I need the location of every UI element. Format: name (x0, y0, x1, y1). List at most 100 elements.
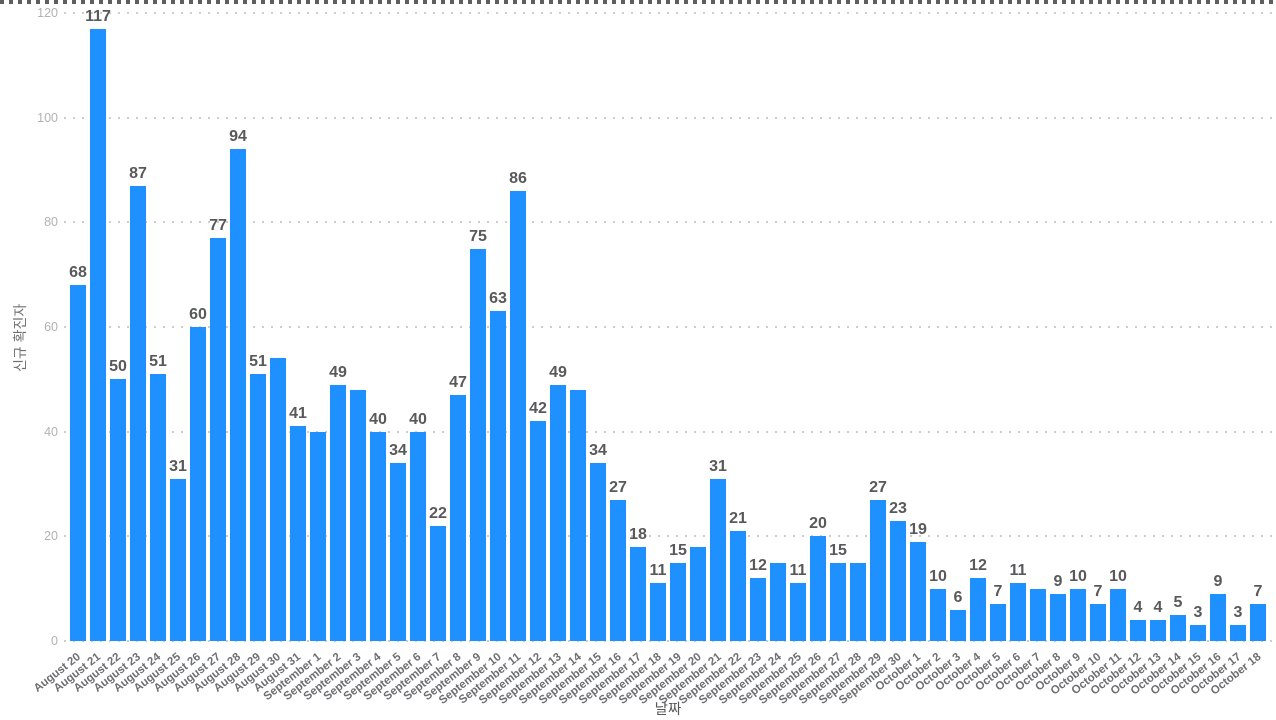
bar[interactable] (850, 562, 866, 641)
bar[interactable] (290, 426, 306, 641)
bar[interactable] (450, 395, 466, 641)
bar-value-label: 4 (1153, 599, 1163, 617)
bar[interactable] (1230, 625, 1246, 641)
bar[interactable] (310, 431, 326, 641)
bar[interactable] (1130, 620, 1146, 641)
bar-value-label: 75 (469, 227, 487, 245)
bar[interactable] (570, 389, 586, 641)
bar[interactable] (1050, 593, 1066, 641)
bar[interactable] (410, 431, 426, 641)
y-tick-label-0: 0 (51, 634, 58, 648)
bar[interactable] (1070, 588, 1086, 641)
bar[interactable] (1010, 583, 1026, 641)
bar-value-label: 5 (1173, 593, 1183, 611)
bar[interactable] (370, 431, 386, 641)
bar[interactable] (830, 562, 846, 641)
bar-value-label: 9 (1213, 572, 1223, 590)
bar[interactable] (430, 525, 446, 641)
bar[interactable] (930, 588, 946, 641)
bar-value-label: 7 (1253, 583, 1263, 601)
bar[interactable] (650, 583, 666, 641)
bar[interactable] (1170, 614, 1186, 641)
bar-slot: 94 August 28 (192, 13, 248, 695)
bar-value-label: 3 (1233, 604, 1243, 622)
bar[interactable] (590, 463, 606, 641)
bar[interactable] (330, 384, 346, 641)
bar[interactable] (550, 384, 566, 641)
bar-value-label: 49 (329, 363, 347, 381)
bar[interactable] (470, 248, 486, 641)
bar-slot: 117 August 21 (52, 8, 111, 695)
bar[interactable] (1150, 620, 1166, 641)
bar[interactable] (110, 379, 126, 641)
bar[interactable] (530, 421, 546, 641)
bar-slot: September 20 (637, 13, 708, 707)
bar[interactable] (270, 358, 286, 641)
bar[interactable] (1030, 588, 1046, 641)
bar-slot: October 7 (994, 13, 1048, 694)
bar[interactable] (770, 562, 786, 641)
gridline-40 (64, 430, 1276, 433)
bar[interactable] (1110, 588, 1126, 641)
chart-top-border (0, 0, 1276, 4)
bar[interactable] (690, 546, 706, 641)
bar-slot: September 28 (797, 13, 868, 707)
bar-slot: 41 August 31 (252, 13, 308, 694)
bar[interactable] (1090, 604, 1106, 641)
bar-value-label: 51 (149, 353, 167, 371)
bar[interactable] (630, 546, 646, 641)
bar[interactable] (990, 604, 1006, 641)
bar[interactable] (150, 374, 166, 641)
bar[interactable] (750, 578, 766, 641)
bar-value-label: 12 (749, 557, 767, 575)
bar[interactable] (710, 478, 726, 641)
bar[interactable] (670, 562, 686, 641)
y-tick-label-40: 40 (44, 424, 58, 439)
bar[interactable] (730, 531, 746, 641)
bar-slot: 42 September 12 (477, 13, 548, 707)
bar[interactable] (1210, 593, 1226, 641)
bar[interactable] (790, 583, 806, 641)
bar-value-label: 11 (1009, 562, 1027, 580)
bar-slot: 21 September 22 (677, 13, 748, 707)
bar[interactable] (210, 238, 226, 641)
bar-value-label: 51 (249, 353, 267, 371)
bar[interactable] (130, 185, 146, 641)
bar[interactable] (970, 578, 986, 641)
bar-value-label: 15 (829, 541, 847, 559)
bar[interactable] (890, 520, 906, 641)
bar[interactable] (910, 541, 926, 641)
bar-slot: 63 September 10 (437, 13, 508, 707)
bar-slot: 7 October 10 (1049, 13, 1108, 697)
bar[interactable] (1250, 604, 1266, 641)
bar[interactable] (170, 478, 186, 641)
bar[interactable] (810, 536, 826, 641)
bar[interactable] (90, 28, 106, 641)
bar[interactable] (70, 285, 86, 641)
bar-value-label: 6 (953, 588, 963, 606)
bar[interactable] (510, 190, 526, 641)
bar[interactable] (1190, 625, 1206, 641)
bar[interactable] (610, 499, 626, 641)
bar[interactable] (390, 463, 406, 641)
bar-slot: 11 October 6 (974, 13, 1028, 693)
bar-value-label: 4 (1133, 599, 1143, 617)
bar-slot: 10 October 11 (1069, 13, 1128, 697)
bar[interactable] (490, 311, 506, 641)
bar-slot: 27 September 16 (557, 13, 628, 707)
bar-slot: 19 October 1 (874, 13, 928, 694)
bar[interactable] (870, 499, 886, 641)
bar[interactable] (950, 609, 966, 641)
bar-value-label: 18 (629, 525, 647, 543)
bar-slot: 31 September 21 (657, 13, 728, 707)
bar-slot: 87 August 23 (92, 13, 148, 695)
bar[interactable] (230, 149, 246, 641)
bar-slot: 4 October 12 (1089, 13, 1148, 697)
bar-value-label: 42 (529, 400, 547, 418)
bar[interactable] (250, 374, 266, 641)
bar-slot: 23 September 30 (837, 13, 908, 707)
bar-slot: September 1 (262, 13, 328, 703)
bar-value-label: 27 (869, 478, 887, 496)
bar[interactable] (350, 389, 366, 641)
bar[interactable] (190, 327, 206, 641)
